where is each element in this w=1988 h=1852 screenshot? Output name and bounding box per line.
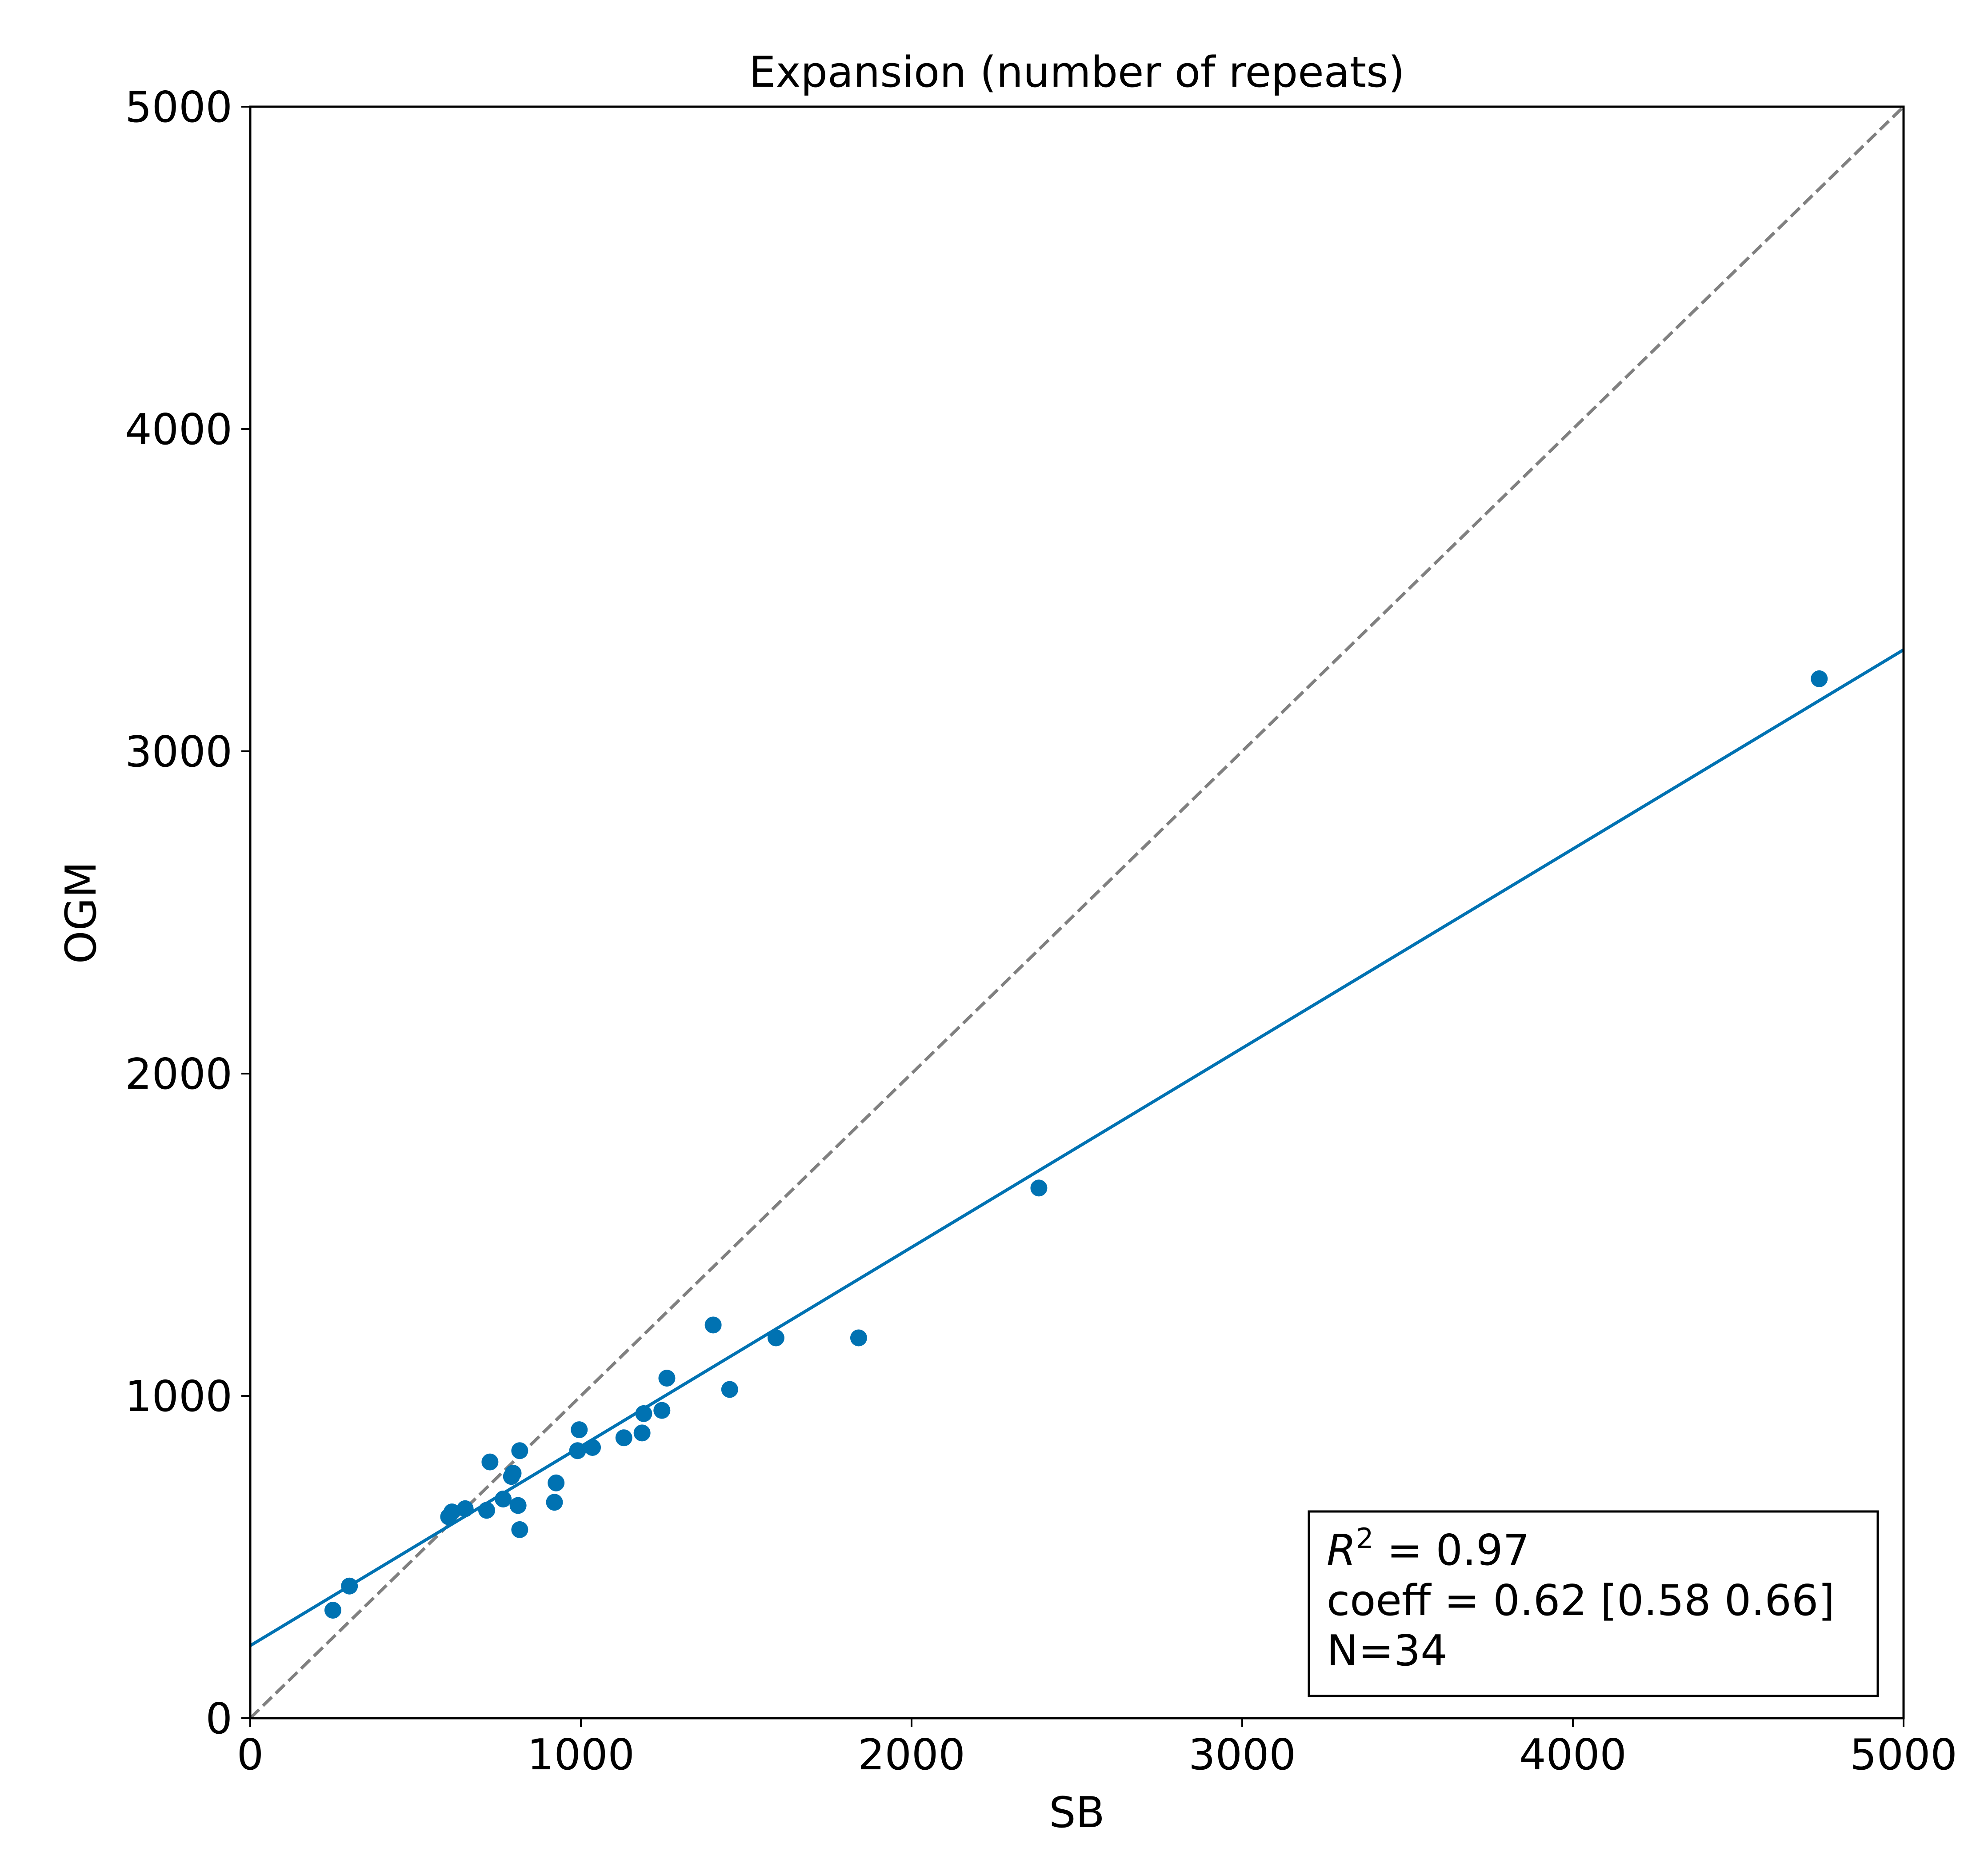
data-point — [584, 1439, 601, 1456]
data-point — [443, 1503, 460, 1520]
data-point — [341, 1577, 358, 1595]
y-tick-label: 3000 — [125, 728, 232, 777]
data-point — [1030, 1179, 1048, 1197]
regression-line — [249, 648, 1904, 1647]
r-squared-text: R2 = 0.97 — [1327, 1522, 1530, 1575]
data-point — [1811, 670, 1828, 687]
x-tick-label: 1000 — [527, 1731, 635, 1780]
data-point — [850, 1329, 867, 1347]
data-point — [569, 1442, 586, 1459]
r-squared-exponent: 2 — [1356, 1522, 1373, 1555]
n-count-text: N=34 — [1327, 1627, 1448, 1676]
x-tick-label: 0 — [237, 1731, 264, 1780]
stats-box-frame — [1308, 1510, 1879, 1697]
coeff-text: coeff = 0.62 [0.58 0.66] — [1327, 1576, 1835, 1625]
x-axis-label: SB — [1049, 1788, 1104, 1837]
data-point — [721, 1381, 738, 1398]
data-point — [509, 1497, 527, 1514]
data-points — [324, 670, 1828, 1619]
data-point — [478, 1502, 495, 1519]
r-squared-symbol: R — [1327, 1526, 1356, 1575]
y-tick-label: 4000 — [125, 405, 232, 454]
axis-ticks: 0 1000 2000 3000 4000 5000 0 1000 2000 3000 4000 50… — [125, 83, 1957, 1780]
data-point — [571, 1421, 588, 1439]
x-tick-label: 2000 — [858, 1731, 965, 1780]
data-point — [504, 1465, 522, 1482]
data-point — [767, 1329, 784, 1347]
data-point — [481, 1453, 499, 1471]
data-point — [548, 1474, 565, 1491]
y-tick-label: 2000 — [125, 1050, 232, 1099]
y-tick-label: 0 — [206, 1695, 232, 1744]
y-tick-label: 5000 — [125, 83, 232, 132]
data-point — [495, 1491, 512, 1507]
data-point — [511, 1442, 528, 1459]
data-point — [615, 1429, 632, 1447]
x-tick-label: 5000 — [1850, 1731, 1957, 1780]
data-point — [658, 1370, 676, 1387]
stats-box: R2 = 0.97 coeff = 0.62 [0.58 0.66] N=34 — [1308, 1510, 1879, 1697]
plot-frame — [249, 105, 1905, 1720]
chart-title: Expansion (number of repeats) — [749, 48, 1404, 97]
x-tick-label: 3000 — [1188, 1731, 1296, 1780]
data-point — [653, 1402, 671, 1419]
data-point — [456, 1500, 474, 1517]
data-point — [546, 1494, 563, 1511]
data-point — [635, 1405, 652, 1422]
data-point — [324, 1602, 341, 1619]
data-point — [633, 1424, 651, 1442]
y-axis-label: OGM — [57, 862, 106, 964]
data-point — [511, 1521, 528, 1538]
y-tick-label: 1000 — [125, 1372, 232, 1421]
x-tick-label: 4000 — [1519, 1731, 1627, 1780]
data-point — [704, 1316, 722, 1334]
r-squared-value: = 0.97 — [1373, 1526, 1530, 1575]
